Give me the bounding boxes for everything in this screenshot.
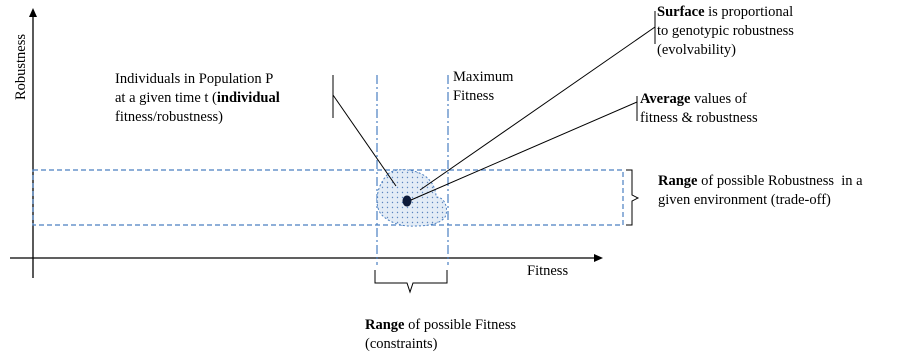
- average-label-line2: fitness & robustness: [640, 110, 758, 126]
- robustness-range-line2: given environment (trade-off): [658, 192, 831, 208]
- robustness-range-label: Range of possible Robustness in a given …: [658, 172, 863, 210]
- y-axis-arrowhead: [29, 8, 37, 17]
- robustness-range-box: [32, 169, 624, 226]
- maximum-fitness-line2: Fitness: [453, 88, 495, 104]
- y-axis-label: Robustness: [13, 33, 29, 101]
- average-label: Average values of fitness & robustness: [640, 90, 758, 128]
- average-label-line1-rest: values of: [690, 91, 747, 107]
- individuals-label-line1: Individuals in Population P: [115, 71, 274, 87]
- individuals-label-line3: fitness/robustness): [115, 109, 223, 125]
- robustness-range-line1-rest: of possible Robustness in a: [697, 173, 863, 189]
- individuals-label-line2-pre: at a given time t (: [115, 90, 217, 106]
- fitness-range-line2: (constraints): [365, 336, 438, 352]
- surface-label-line2: to genotypic robustness: [657, 23, 794, 39]
- individuals-leader: [332, 94, 397, 187]
- surface-label-line1: Surface is proportional: [657, 3, 794, 22]
- fitness-range-line1: Range of possible Fitness: [365, 316, 516, 335]
- fitness-range-brace: [374, 270, 448, 294]
- maximum-fitness-line1: Maximum: [453, 69, 514, 85]
- individuals-label-line2: at a given time t (individual: [115, 89, 280, 108]
- average-label-line1: Average values of: [640, 90, 758, 109]
- surface-label-bold: Surface: [657, 4, 705, 20]
- individuals-label: Individuals in Population P at a given t…: [115, 70, 280, 127]
- fitness-range-bold: Range: [365, 317, 405, 333]
- robustness-range-brace: [626, 169, 640, 226]
- population-blob: [376, 169, 447, 227]
- average-leader: [410, 101, 638, 201]
- robustness-range-line1: Range of possible Robustness in a: [658, 172, 863, 191]
- maximum-fitness-label: Maximum Fitness: [453, 68, 513, 106]
- individuals-label-line2-bold: individual: [216, 90, 280, 106]
- surface-leader: [419, 26, 656, 191]
- x-axis-label: Fitness: [527, 263, 569, 279]
- surface-label: Surface is proportional to genotypic rob…: [657, 3, 794, 60]
- average-label-bold: Average: [640, 91, 691, 107]
- average-point: [402, 195, 412, 207]
- surface-label-line1-rest: is proportional: [704, 4, 794, 20]
- fitness-range-label: Range of possible Fitness (constraints): [365, 316, 516, 354]
- robustness-range-bold: Range: [658, 173, 698, 189]
- x-axis-arrowhead: [594, 254, 603, 262]
- fitness-range-line1-rest: of possible Fitness: [404, 317, 517, 333]
- surface-label-line3: (evolvability): [657, 42, 736, 58]
